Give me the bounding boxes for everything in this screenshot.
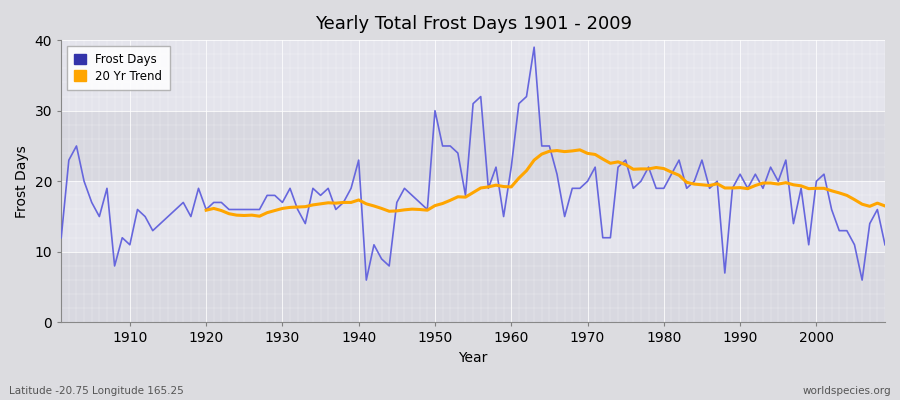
- 20 Yr Trend: [780, 180, 791, 185]
- 20 Yr Trend: [300, 204, 310, 209]
- Frost Days: [284, 186, 295, 191]
- Line: Frost Days: Frost Days: [61, 47, 885, 280]
- Bar: [61, 40, 885, 111]
- Frost Days: [879, 242, 890, 247]
- 20 Yr Trend: [864, 204, 875, 209]
- 20 Yr Trend: [688, 182, 699, 186]
- 20 Yr Trend: [879, 204, 890, 208]
- Frost Days: [613, 165, 624, 170]
- Y-axis label: Frost Days: Frost Days: [15, 145, 29, 218]
- Text: Latitude -20.75 Longitude 165.25: Latitude -20.75 Longitude 165.25: [9, 386, 184, 396]
- Bar: [61, 111, 885, 181]
- Frost Days: [506, 165, 517, 170]
- Title: Yearly Total Frost Days 1901 - 2009: Yearly Total Frost Days 1901 - 2009: [315, 15, 632, 33]
- X-axis label: Year: Year: [458, 351, 488, 365]
- Frost Days: [56, 235, 67, 240]
- 20 Yr Trend: [201, 208, 212, 213]
- Bar: [61, 252, 885, 322]
- Frost Days: [117, 235, 128, 240]
- 20 Yr Trend: [414, 207, 425, 212]
- Text: worldspecies.org: worldspecies.org: [803, 386, 891, 396]
- 20 Yr Trend: [796, 184, 806, 188]
- Frost Days: [330, 207, 341, 212]
- 20 Yr Trend: [574, 148, 585, 152]
- Frost Days: [514, 101, 525, 106]
- Frost Days: [528, 45, 539, 50]
- Bar: [61, 181, 885, 252]
- Frost Days: [361, 278, 372, 282]
- 20 Yr Trend: [254, 214, 265, 218]
- Legend: Frost Days, 20 Yr Trend: Frost Days, 20 Yr Trend: [68, 46, 169, 90]
- Line: 20 Yr Trend: 20 Yr Trend: [206, 150, 885, 216]
